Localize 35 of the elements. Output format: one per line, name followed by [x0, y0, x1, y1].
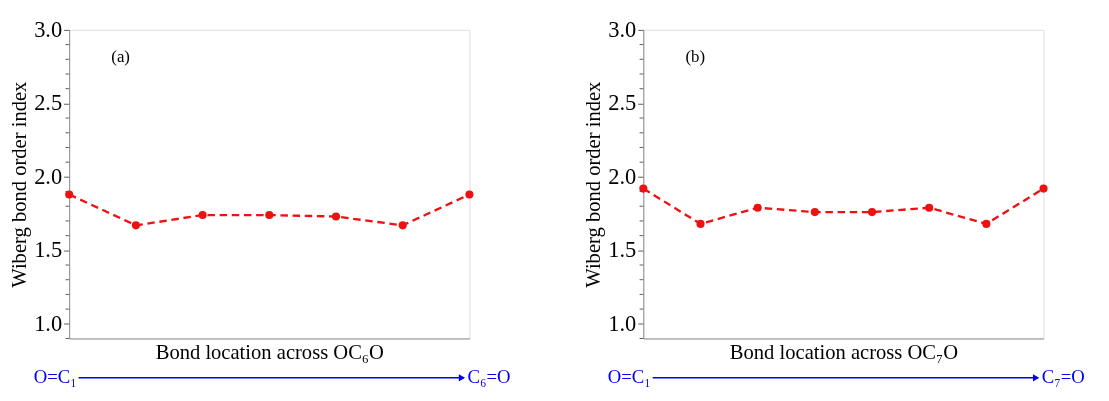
y-tick-label: 2.0 [608, 163, 637, 189]
point [465, 190, 474, 199]
point [398, 221, 407, 230]
point [639, 184, 648, 193]
y-tick-label: 3.0 [608, 16, 637, 42]
point [331, 212, 341, 221]
point [198, 211, 207, 220]
text: O=C₁ [607, 366, 651, 388]
point [1039, 184, 1048, 193]
x-axis-title: Bond location across OC₇O [729, 340, 958, 363]
y-tick-label: 3.0 [34, 16, 63, 42]
text: (a) [111, 46, 130, 66]
point [810, 208, 819, 217]
y-tick-label: 1.5 [34, 237, 63, 263]
point [65, 190, 74, 199]
y-axis-title: Wiberg bond order index [7, 80, 31, 288]
y-tick-label: 2.0 [34, 163, 63, 189]
x-axis-title: Bond location across OC₆O [155, 340, 384, 363]
point [753, 203, 762, 212]
text: (b) [685, 46, 706, 66]
text: O=C₁ [33, 366, 77, 388]
y-tick-label: 1.0 [608, 310, 637, 336]
point [265, 211, 274, 220]
point [131, 221, 140, 230]
point [925, 203, 934, 212]
point [867, 208, 877, 217]
text: C₇=O [1041, 366, 1085, 388]
point [982, 219, 991, 228]
text: C₆=O [467, 366, 511, 388]
y-tick-label: 2.5 [34, 90, 63, 116]
y-tick-label: 1.0 [34, 310, 63, 336]
y-tick-label: 1.5 [608, 237, 637, 263]
y-axis-title: Wiberg bond order index [581, 80, 605, 288]
point [696, 219, 705, 228]
y-tick-label: 2.5 [608, 90, 637, 116]
